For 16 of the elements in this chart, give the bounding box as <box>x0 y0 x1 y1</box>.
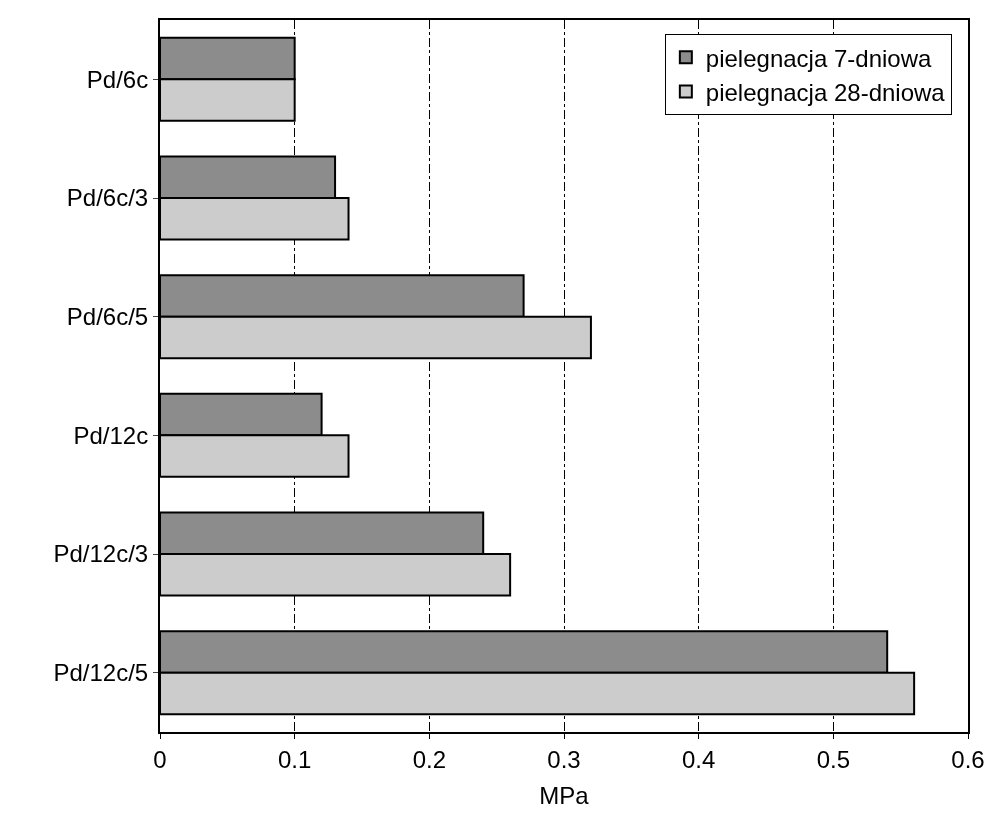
y-tick-label: Pd/12c <box>73 421 149 449</box>
x-axis-title: MPa <box>539 781 590 809</box>
x-tick-label: 0.2 <box>412 745 447 773</box>
legend-label: pielegnacja 7-dniowa <box>705 44 932 72</box>
x-tick-label: 0.5 <box>816 745 851 773</box>
x-tick-label: 0.4 <box>681 745 716 773</box>
legend-label: pielegnacja 28-dniowa <box>705 78 946 106</box>
y-tick-label: Pd/12c/3 <box>53 540 149 568</box>
y-tick-label: Pd/6c <box>86 65 149 93</box>
x-tick-label: 0.6 <box>951 745 985 773</box>
x-tick-label: 0 <box>153 745 167 773</box>
x-tick-label: 0.3 <box>547 745 581 773</box>
y-tick-label: Pd/6c/5 <box>66 303 149 331</box>
y-tick-label: Pd/6c/3 <box>66 184 149 212</box>
x-tick-label: 0.1 <box>277 745 312 773</box>
y-tick-label: Pd/12c/5 <box>53 659 149 687</box>
